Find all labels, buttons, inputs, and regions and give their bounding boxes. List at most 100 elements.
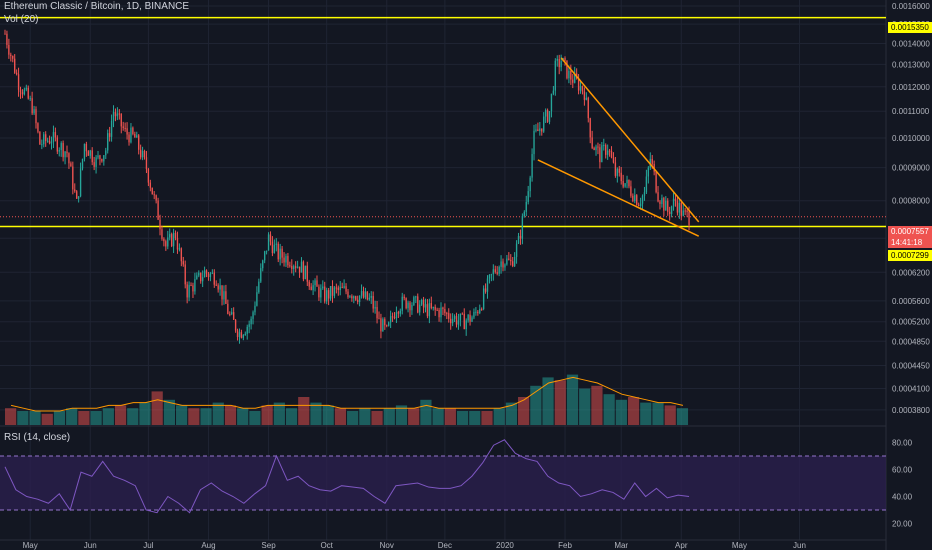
candle-body [145,157,148,170]
candle-body [149,182,152,188]
volume-indicator-label: Vol (20) [4,14,39,25]
candle-body [293,266,295,269]
candle-body [393,317,396,319]
candle-body [83,143,86,159]
candle-body [409,302,411,311]
candle-body [48,140,51,144]
candle-body [574,73,576,83]
price-tick-label: 0.0008000 [892,197,930,206]
candle-body [283,257,285,263]
candle-body [105,150,107,156]
candle-body [287,256,289,266]
volume-bar [456,411,469,425]
wedge-upper-trendline [560,57,700,223]
candle-body [477,311,479,314]
rsi-indicator-label: RSI (14, close) [4,432,71,443]
volume-bar [298,397,310,425]
candle-body [325,290,328,302]
candle-body [614,162,617,176]
candle-body [601,145,603,163]
candle-body [79,168,82,197]
candle-body [608,150,611,152]
candle-body [384,319,386,326]
candle-body [595,146,597,151]
candle-body [684,210,686,212]
candle-body [180,248,183,262]
candle-body [143,150,146,158]
candle-body [358,295,361,303]
candle-body [14,58,16,73]
time-tick-label: May [732,541,747,550]
candle-body [219,285,221,290]
candle-body [688,212,690,225]
candle-body [99,155,101,160]
volume-bar [591,385,603,425]
candle-body [190,285,192,287]
candle-body [519,235,522,239]
candle-body [568,70,570,79]
candle-body [444,308,446,314]
candle-body [159,219,161,230]
candle-body [488,274,491,279]
price-tick-label: 0.0010000 [892,134,930,143]
volume-bar [78,411,90,425]
candle-body [351,296,353,299]
candle-body [453,316,456,319]
candle-body [661,198,663,204]
candle-body [360,291,363,296]
candle-body [76,191,78,199]
candle-body [258,281,260,293]
candle-body [420,299,423,305]
candle-body [616,168,619,176]
candle-body [21,92,24,95]
candle-body [279,248,281,260]
candle-body [58,150,60,152]
candle-body [355,296,357,300]
volume-bar [493,408,505,425]
volume-bar [371,411,383,425]
candle-body [291,266,293,269]
candle-body [630,186,632,196]
candle-body [207,273,210,278]
volume-bar [347,411,359,425]
candle-body [366,291,369,300]
candle-body [331,285,334,296]
candle-body [349,296,351,298]
candle-body [231,312,233,315]
candle-body [537,129,539,132]
candle-body [101,159,103,162]
candle-body [432,306,434,309]
time-tick-label: Aug [201,541,215,550]
time-tick-label: Jul [143,541,153,550]
candle-body [401,296,403,311]
candle-body [663,198,665,211]
candle-body [263,251,266,261]
volume-bar [176,405,188,425]
candle-body [382,319,384,332]
volume-bar [395,405,408,425]
candle-body [153,194,155,196]
symbol-title: Ethereum Classic / Bitcoin, 1D, BINANCE [4,1,190,12]
candle-body [27,87,29,99]
candle-body [324,286,326,302]
candle-body [246,326,248,334]
candle-body [256,292,258,306]
candle-body [667,200,669,212]
candle-body [655,171,657,193]
rsi-band-fill [0,456,886,510]
candle-body [612,157,615,163]
candle-body [572,79,574,83]
candle-body [298,266,301,273]
candle-body [275,243,277,245]
candle-body [308,281,310,287]
candle-body [110,120,113,137]
candle-body [564,58,566,61]
support-price-label: 0.0007299 [888,250,932,261]
volume-bar [322,405,334,425]
candle-body [676,201,679,213]
rsi-tick-label: 80.00 [892,439,913,448]
candle-body [281,248,283,258]
candle-body [302,261,305,280]
candle-body [250,318,252,325]
